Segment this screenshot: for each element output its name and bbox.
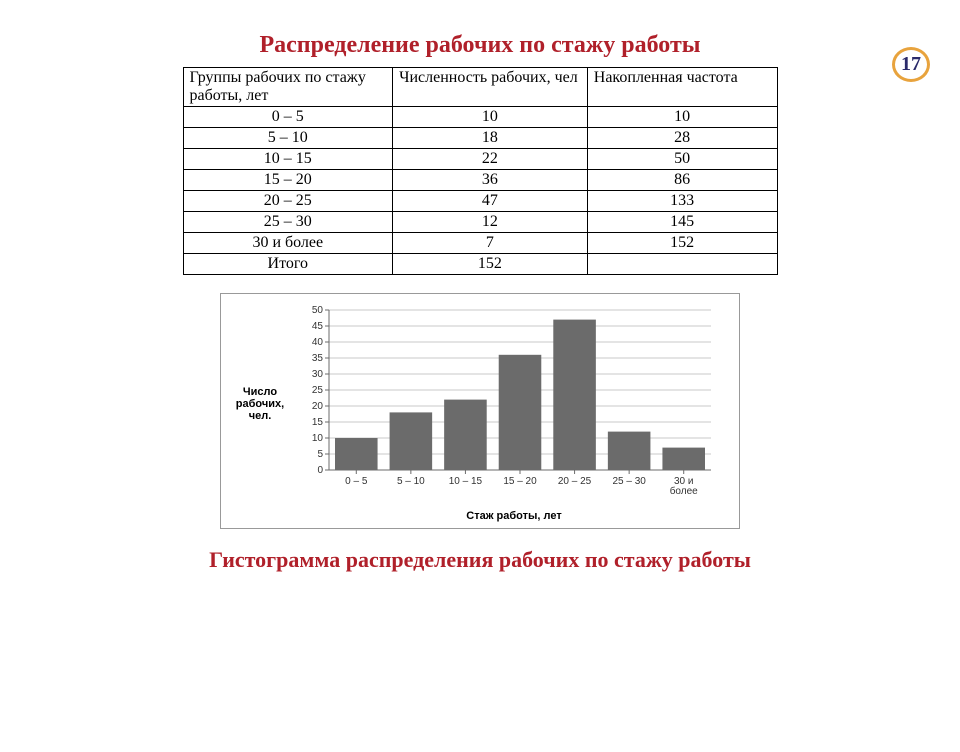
table-cell: 15 – 20 (183, 170, 393, 191)
svg-text:45: 45 (312, 321, 324, 332)
table-cell: 50 (587, 149, 777, 170)
svg-text:5: 5 (317, 449, 323, 460)
table-row: Итого152 (183, 254, 777, 275)
table-header: Численность рабочих, чел (393, 68, 588, 107)
svg-text:0 – 5: 0 – 5 (345, 476, 368, 487)
table-row: 0 – 51010 (183, 107, 777, 128)
table-cell: 47 (393, 191, 588, 212)
table-cell: 22 (393, 149, 588, 170)
page-number-badge: 17 (892, 47, 930, 82)
table-header: Накопленная частота (587, 68, 777, 107)
svg-text:15 – 20: 15 – 20 (503, 476, 537, 487)
table-cell: 36 (393, 170, 588, 191)
table-row: 15 – 203686 (183, 170, 777, 191)
svg-text:более: более (670, 485, 698, 497)
svg-text:40: 40 (312, 337, 324, 348)
svg-text:5 – 10: 5 – 10 (397, 476, 425, 487)
page-title: Распределение рабочих по стажу работы (0, 32, 960, 59)
svg-text:30: 30 (312, 369, 324, 380)
svg-text:10 – 15: 10 – 15 (449, 476, 483, 487)
chart-xlabel: Стаж работы, лет (297, 510, 731, 522)
svg-text:25: 25 (312, 385, 324, 396)
chart-caption: Гистограмма распределения рабочих по ста… (0, 547, 960, 573)
table-cell: 12 (393, 212, 588, 233)
table-cell: 10 – 15 (183, 149, 393, 170)
table-header: Группы рабочих по стажу работы, лет (183, 68, 393, 107)
svg-text:50: 50 (312, 305, 324, 316)
table-row: 25 – 3012145 (183, 212, 777, 233)
distribution-table: Группы рабочих по стажу работы, лет Числ… (183, 67, 778, 275)
table-cell: 5 – 10 (183, 128, 393, 149)
svg-text:35: 35 (312, 353, 324, 364)
table-cell: 0 – 5 (183, 107, 393, 128)
table-cell: 145 (587, 212, 777, 233)
table-cell: 10 (393, 107, 588, 128)
svg-text:15: 15 (312, 417, 324, 428)
chart-svg: 0 5 10 15 20 25 30 35 40 45 50 0 – 5 5 – 10 10 – 15 15… (297, 304, 717, 504)
table-cell: 25 – 30 (183, 212, 393, 233)
svg-text:20: 20 (312, 401, 324, 412)
table-cell: 86 (587, 170, 777, 191)
table-cell: 133 (587, 191, 777, 212)
page-number: 17 (901, 53, 921, 76)
table-cell: 152 (393, 254, 588, 275)
histogram-chart: Числорабочих, чел. 051015202530354045500… (220, 293, 740, 529)
table-row: 5 – 101828 (183, 128, 777, 149)
table-cell: Итого (183, 254, 393, 275)
svg-text:0: 0 (317, 465, 323, 476)
table-cell (587, 254, 777, 275)
table-cell: 28 (587, 128, 777, 149)
table-row: 10 – 152250 (183, 149, 777, 170)
table-cell: 152 (587, 233, 777, 254)
svg-text:20 – 25: 20 – 25 (558, 476, 592, 487)
table-cell: 30 и более (183, 233, 393, 254)
chart-ylabel: Числорабочих, чел. (227, 386, 297, 422)
svg-text:10: 10 (312, 433, 324, 444)
table-cell: 7 (393, 233, 588, 254)
table-header-row: Группы рабочих по стажу работы, лет Числ… (183, 68, 777, 107)
table-cell: 20 – 25 (183, 191, 393, 212)
table-cell: 18 (393, 128, 588, 149)
svg-text:25 – 30: 25 – 30 (612, 476, 646, 487)
table-cell: 10 (587, 107, 777, 128)
table-row: 30 и более7152 (183, 233, 777, 254)
table-row: 20 – 2547133 (183, 191, 777, 212)
